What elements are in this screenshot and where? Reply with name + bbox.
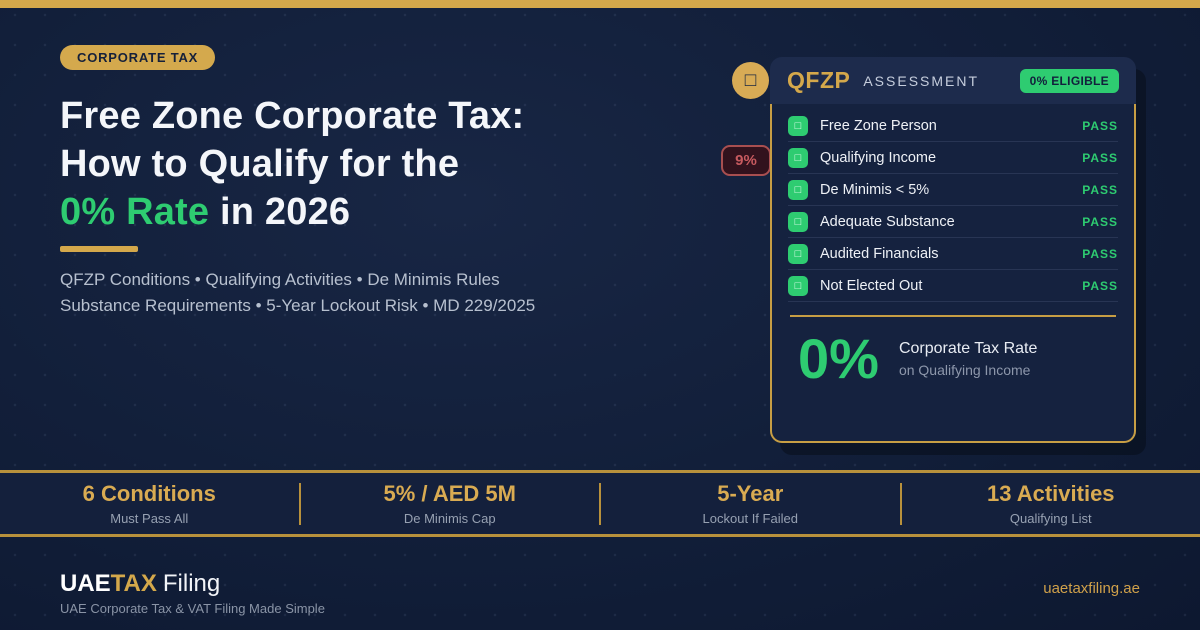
stat-label: De Minimis Cap	[403, 511, 496, 526]
checklist-row: □ Audited Financials PASS	[788, 238, 1118, 270]
checklist-label: Free Zone Person	[820, 117, 937, 134]
title-line-1: Free Zone Corporate Tax:	[60, 95, 525, 137]
checkbox-icon: □	[788, 179, 808, 200]
qfzp-assessment-card: QFZP ASSESSMENT 0% ELIGIBLE □ Free Zone …	[770, 57, 1136, 443]
card-subtitle: ASSESSMENT	[863, 72, 980, 89]
tax-rate-sublabel: on Qualifying Income	[898, 362, 1031, 378]
topic-list-line-2: Substance Requirements • 5-Year Lockout …	[60, 296, 536, 315]
checklist-label: De Minimis < 5%	[820, 181, 930, 198]
pass-status: PASS	[1082, 182, 1118, 197]
title-line-3-rest: in 2026	[209, 191, 351, 233]
stat-separator	[599, 482, 601, 525]
pass-status: PASS	[1082, 214, 1118, 229]
stat-separator	[899, 482, 902, 525]
checklist-row: □ Free Zone Person PASS	[788, 110, 1118, 142]
stat-value: 13 Activities	[986, 481, 1115, 506]
stat-value: 5% / AED 5M	[383, 481, 516, 506]
stat-de-minimis: 5% / AED 5M De Minimis Cap	[301, 481, 600, 526]
title-line-2: How to Qualify for the	[60, 143, 460, 185]
tax-rate-text: Corporate Tax Rate on Qualifying Income	[899, 340, 1037, 378]
title-underline	[60, 246, 138, 252]
title-highlight: 0% Rate	[60, 191, 210, 233]
pass-status: PASS	[1082, 246, 1118, 261]
checklist-label: Qualifying Income	[820, 149, 937, 166]
checklist-row: □ Adequate Substance PASS	[788, 206, 1118, 238]
stat-value: 6 Conditions	[82, 481, 216, 506]
eligibility-status-badge: 0% ELIGIBLE	[1019, 68, 1119, 93]
tax-rate-value: 0%	[798, 327, 879, 390]
stat-conditions: 6 Conditions Must Pass All	[0, 481, 299, 526]
pass-status: PASS	[1082, 278, 1118, 293]
website-link[interactable]: uaetaxfiling.ae	[1043, 580, 1140, 597]
checklist-row: □ Qualifying Income PASS	[788, 142, 1118, 174]
top-accent-bar	[0, 0, 1200, 8]
checklist-row: □ Not Elected Out PASS	[788, 270, 1118, 302]
checkbox-icon: □	[788, 243, 808, 264]
assessment-card-header: QFZP ASSESSMENT 0% ELIGIBLE	[770, 57, 1136, 104]
key-stats-band: 6 Conditions Must Pass All 5% / AED 5M D…	[0, 470, 1200, 537]
nine-percent-badge: 9%	[721, 145, 771, 176]
page-title: Free Zone Corporate Tax: How to Qualify …	[60, 92, 524, 236]
category-badge: CORPORATE TAX	[60, 45, 216, 70]
stat-lockout: 5-Year Lockout If Failed	[601, 481, 900, 526]
card-divider	[790, 315, 1116, 317]
checkbox-icon: □	[788, 211, 808, 232]
stat-activities: 13 Activities Qualifying List	[902, 481, 1200, 526]
stat-separator	[298, 482, 301, 525]
stat-label: Lockout If Failed	[702, 511, 798, 526]
pass-status: PASS	[1082, 118, 1118, 133]
tax-rate-summary: 0% Corporate Tax Rate on Qualifying Inco…	[788, 317, 1118, 389]
stat-label: Must Pass All	[110, 511, 189, 526]
brand-logo: UAETAX Filing	[60, 570, 220, 598]
checkbox-icon: □	[788, 275, 808, 296]
document-icon: □	[732, 62, 769, 99]
tax-rate-label: Corporate Tax Rate	[898, 340, 1038, 357]
stat-label: Qualifying List	[1009, 511, 1092, 526]
brand-tax: TAX	[110, 570, 157, 597]
checklist-label: Not Elected Out	[820, 277, 923, 294]
pass-status: PASS	[1082, 150, 1118, 165]
brand-filing: Filing	[162, 570, 221, 597]
topic-list: QFZP Conditions • Qualifying Activities …	[60, 267, 535, 319]
checkbox-icon: □	[788, 115, 808, 136]
brand-uae: UAE	[60, 570, 111, 597]
stat-value: 5-Year	[717, 481, 784, 506]
checklist-label: Audited Financials	[820, 245, 939, 262]
checklist-row: □ De Minimis < 5% PASS	[788, 174, 1118, 206]
topic-list-line-1: QFZP Conditions • Qualifying Activities …	[60, 270, 500, 289]
assessment-card-body: □ Free Zone Person PASS □ Qualifying Inc…	[770, 104, 1136, 443]
brand-tagline: UAE Corporate Tax & VAT Filing Made Simp…	[60, 601, 325, 616]
checkbox-icon: □	[788, 147, 808, 168]
checklist-label: Adequate Substance	[820, 213, 955, 230]
document-icon-glyph: □	[744, 69, 757, 91]
card-title: QFZP	[787, 67, 851, 93]
